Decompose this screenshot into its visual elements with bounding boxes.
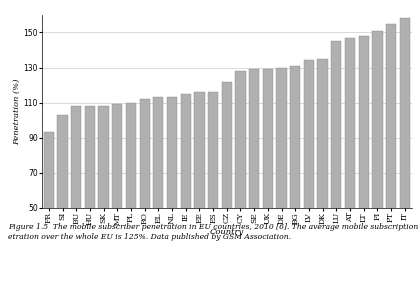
Bar xyxy=(304,61,314,296)
Text: Figure 1.5  The mobile subscriber penetration in EU countries, 2010 [6]. The ave: Figure 1.5 The mobile subscriber penetra… xyxy=(8,223,420,241)
Bar xyxy=(359,36,369,296)
Bar xyxy=(85,106,95,296)
Bar xyxy=(44,132,54,296)
X-axis label: Country: Country xyxy=(210,228,244,236)
Bar xyxy=(139,99,150,296)
Bar xyxy=(263,69,273,296)
Bar xyxy=(112,104,122,296)
Bar xyxy=(58,115,68,296)
Bar xyxy=(399,18,410,296)
Bar xyxy=(386,24,396,296)
Bar xyxy=(331,41,341,296)
Bar xyxy=(167,97,177,296)
Bar xyxy=(345,38,355,296)
Text: Figure 1.5: Figure 1.5 xyxy=(0,296,1,297)
Bar xyxy=(290,66,300,296)
Bar xyxy=(71,106,81,296)
Bar xyxy=(126,102,136,296)
Y-axis label: Penetration (%): Penetration (%) xyxy=(13,78,21,145)
Bar xyxy=(249,69,259,296)
Bar xyxy=(235,71,246,296)
Bar xyxy=(208,92,218,296)
Bar xyxy=(153,97,163,296)
Bar xyxy=(372,31,383,296)
Bar xyxy=(194,92,205,296)
Bar xyxy=(276,67,287,296)
Bar xyxy=(318,59,328,296)
Bar xyxy=(98,106,109,296)
Bar xyxy=(222,82,232,296)
Bar xyxy=(181,94,191,296)
